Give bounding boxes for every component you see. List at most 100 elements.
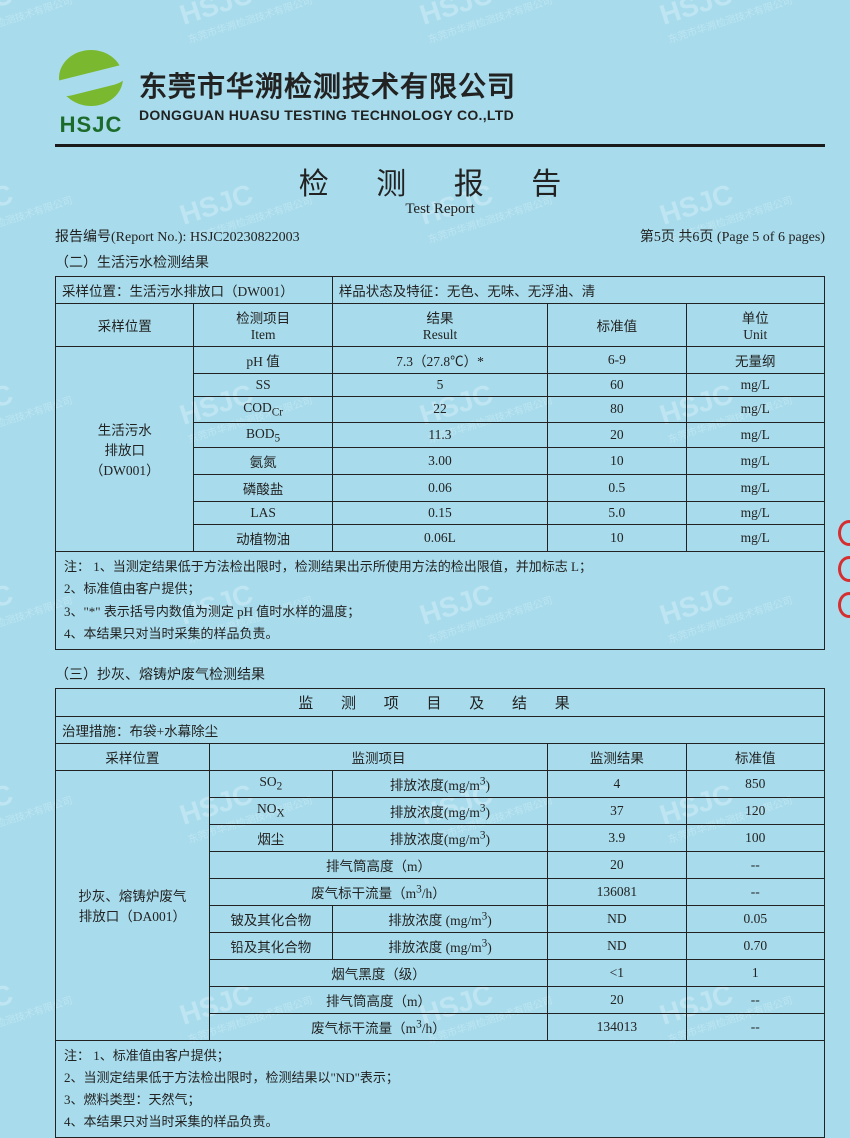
cell-metric: 废气标干流量（m3/h）	[209, 878, 547, 905]
cell-item: 铍及其化合物	[209, 905, 332, 932]
notes-label: 注：	[64, 1048, 90, 1063]
cell-std: 10	[548, 448, 686, 475]
cell-item: pH 值	[194, 347, 332, 374]
table-row: 采样位置 监测项目 监测结果 标准值	[56, 743, 825, 770]
cell-result: 3.00	[332, 448, 547, 475]
cell-item: SO2	[209, 770, 332, 797]
cell-result: 136081	[548, 878, 686, 905]
col-location: 采样位置	[56, 743, 210, 770]
cell-result: 7.3（27.8℃）*	[332, 347, 547, 374]
col-item: 监测项目	[209, 743, 547, 770]
cell-result: 5	[332, 374, 547, 397]
col-item-cn: 检测项目	[236, 311, 290, 326]
cell-std: 10	[548, 525, 686, 552]
cell-item: 磷酸盐	[194, 475, 332, 502]
cell-result: 0.06	[332, 475, 547, 502]
cell-metric: 排放浓度(mg/m3)	[332, 824, 547, 851]
header: HSJC 东莞市华溯检测技术有限公司 DONGGUAN HUASU TESTIN…	[55, 50, 825, 138]
col-location: 采样位置	[56, 304, 194, 347]
table-row: 治理措施：布袋+水幕除尘	[56, 716, 825, 743]
cell-item: BOD5	[194, 422, 332, 448]
cell-result: 0.15	[332, 502, 547, 525]
cell-std: 0.5	[548, 475, 686, 502]
watermark-icon: HSJC东莞市华溯检测技术有限公司	[416, 0, 554, 46]
col-unit-cn: 单位	[742, 311, 769, 326]
cell-metric: 排放浓度(mg/m3)	[332, 797, 547, 824]
header-rule	[55, 144, 825, 147]
col-unit-en: Unit	[743, 327, 767, 342]
col-std: 标准值	[548, 304, 686, 347]
cell-result: 134013	[548, 1013, 686, 1040]
logo-block: HSJC	[55, 50, 127, 138]
cell-result: ND	[548, 932, 686, 959]
section2-heading: （二）生活污水检测结果	[55, 252, 825, 272]
cell-result: 11.3	[332, 422, 547, 448]
report-page: HSJC 东莞市华溯检测技术有限公司 DONGGUAN HUASU TESTIN…	[55, 50, 825, 1070]
cell-unit: mg/L	[686, 475, 824, 502]
table-row: 监 测 项 目 及 结 果	[56, 688, 825, 716]
cell-result: 22	[332, 397, 547, 423]
cell-item: CODCr	[194, 397, 332, 423]
cell-metric: 烟气黑度（级）	[209, 959, 547, 986]
col-std: 标准值	[686, 743, 824, 770]
logo-brand: HSJC	[60, 112, 123, 138]
watermark-icon: HSJC东莞市华溯检测技术有限公司	[176, 0, 314, 46]
state-value: 无色、无味、无浮油、清	[447, 284, 596, 299]
table-row: 抄灰、熔铸炉废气 排放口（DA001）SO2排放浓度(mg/m3)4850	[56, 770, 825, 797]
cell-unit: mg/L	[686, 448, 824, 475]
loc-value: 生活污水排放口（DW001）	[130, 284, 294, 299]
report-title-en: Test Report	[55, 201, 825, 218]
cell-std: 120	[686, 797, 824, 824]
cell-std: --	[686, 851, 824, 878]
cell-metric: 排气筒高度（m）	[209, 851, 547, 878]
section2-notes: 注： 1、当测定结果低于方法检出限时，检测结果出示所使用方法的检出限值，并加标志…	[55, 552, 825, 649]
cell-std: 1	[686, 959, 824, 986]
table-row: 采样位置 检测项目Item 结果Result 标准值 单位Unit	[56, 304, 825, 347]
cell-metric: 排放浓度(mg/m3)	[332, 770, 547, 797]
cell-item: NOX	[209, 797, 332, 824]
cell-std: 0.70	[686, 932, 824, 959]
cell-std: 0.05	[686, 905, 824, 932]
cell-std: --	[686, 878, 824, 905]
logo-icon	[55, 50, 127, 110]
page-label: 第5页 共6页 (Page 5 of 6 pages)	[640, 226, 825, 246]
cell-unit: mg/L	[686, 374, 824, 397]
report-no-value: HSJC20230822003	[190, 230, 300, 245]
cell-std: --	[686, 1013, 824, 1040]
col-item-en: Item	[251, 327, 276, 342]
rowspan-location: 抄灰、熔铸炉废气 排放口（DA001）	[56, 770, 210, 1040]
cell-metric: 排放浓度 (mg/m3)	[332, 905, 547, 932]
cell-metric: 废气标干流量（m3/h）	[209, 1013, 547, 1040]
cell-result: 37	[548, 797, 686, 824]
cell-metric: 排气筒高度（m）	[209, 986, 547, 1013]
section2-table: 采样位置：生活污水排放口（DW001） 样品状态及特征：无色、无味、无浮油、清 …	[55, 276, 825, 552]
cell-std: 80	[548, 397, 686, 423]
col-result-cn: 结果	[426, 311, 453, 326]
cell-std: 5.0	[548, 502, 686, 525]
cell-item: 烟尘	[209, 824, 332, 851]
cell-unit: mg/L	[686, 502, 824, 525]
cell-unit: 无量纲	[686, 347, 824, 374]
cell-item: SS	[194, 374, 332, 397]
cell-unit: mg/L	[686, 525, 824, 552]
cell-std: --	[686, 986, 824, 1013]
cell-unit: mg/L	[686, 397, 824, 423]
section3-heading: （三）抄灰、熔铸炉废气检测结果	[55, 664, 825, 684]
cell-result: 20	[548, 986, 686, 1013]
cell-unit: mg/L	[686, 422, 824, 448]
state-label: 样品状态及特征：	[339, 284, 447, 299]
cell-item: 氨氮	[194, 448, 332, 475]
col-result: 监测结果	[548, 743, 686, 770]
cell-std: 100	[686, 824, 824, 851]
cell-item: 铅及其化合物	[209, 932, 332, 959]
watermark-icon: HSJC东莞市华溯检测技术有限公司	[0, 0, 74, 46]
cell-std: 6-9	[548, 347, 686, 374]
cell-result: 20	[548, 851, 686, 878]
stamp-edge-icon	[838, 520, 850, 660]
cell-result: ND	[548, 905, 686, 932]
table-row: 采样位置：生活污水排放口（DW001） 样品状态及特征：无色、无味、无浮油、清	[56, 277, 825, 304]
report-meta: 报告编号(Report No.): HSJC20230822003 第5页 共6…	[55, 226, 825, 246]
cell-metric: 排放浓度 (mg/m3)	[332, 932, 547, 959]
report-title-cn: 检 测 报 告	[55, 159, 825, 203]
table-row: 生活污水 排放口 （DW001）pH 值7.3（27.8℃）*6-9无量纲	[56, 347, 825, 374]
